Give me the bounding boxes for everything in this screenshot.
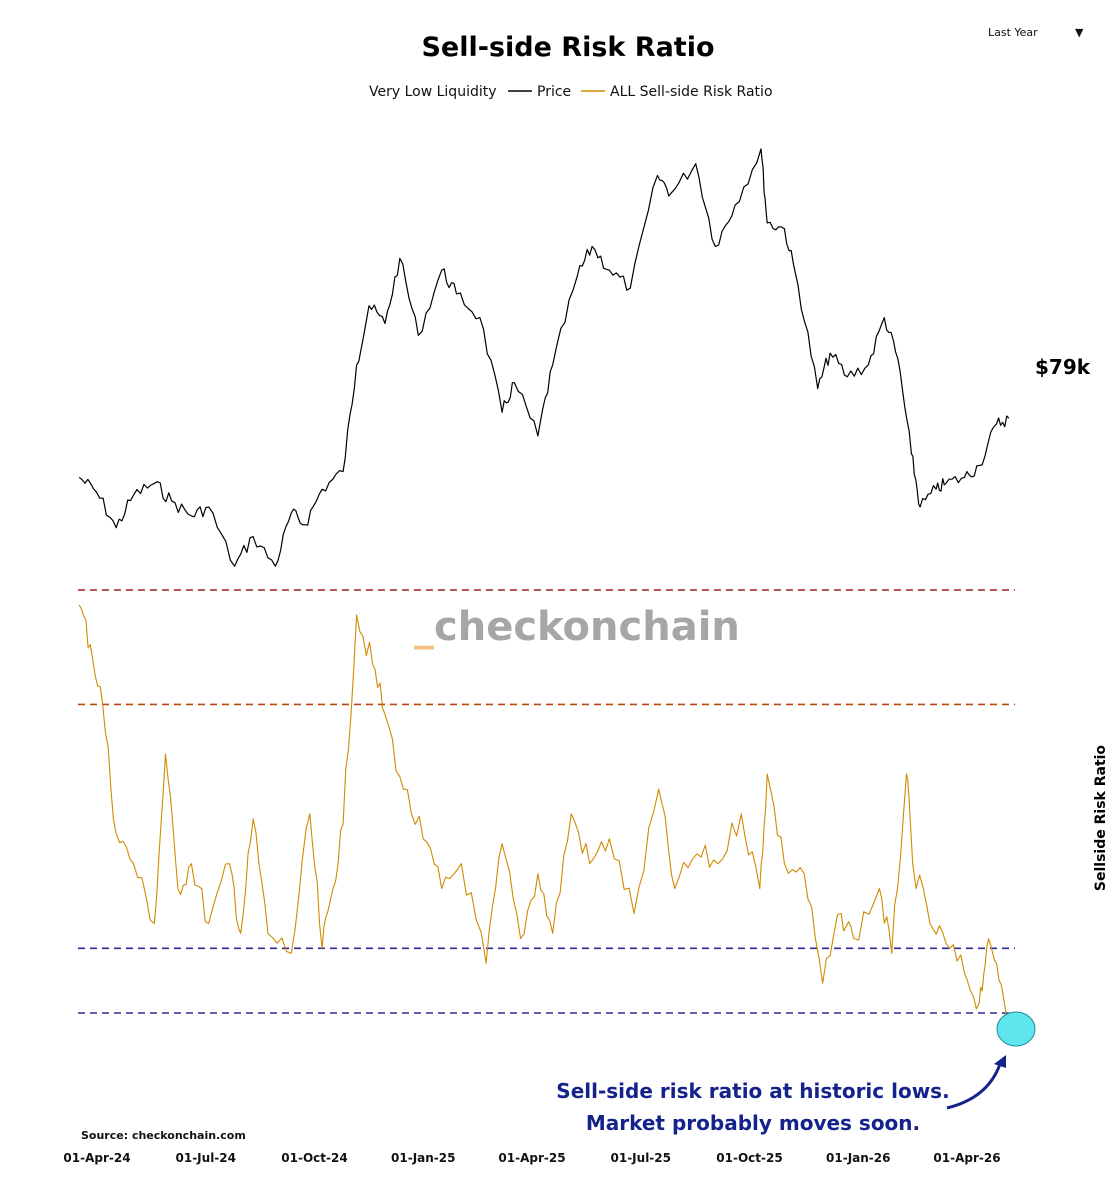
series-line-ssr bbox=[78, 604, 1010, 1016]
historic-low-highlight bbox=[996, 1011, 1036, 1047]
legend-item-price[interactable]: Price bbox=[508, 84, 571, 100]
x-tick-label: 01-Oct-25 bbox=[716, 1151, 782, 1165]
series-layer bbox=[78, 148, 1010, 1016]
arrow-head-icon bbox=[994, 1055, 1006, 1068]
source-note: Source: checkonchain.com bbox=[81, 1129, 246, 1142]
watermark: _checkonchain bbox=[414, 604, 740, 650]
chart-title: Sell-side Risk Ratio bbox=[421, 32, 714, 63]
y2-axis-label: Sellside Risk Ratio bbox=[1093, 745, 1109, 892]
range-selector[interactable]: Last Year ▼ bbox=[988, 26, 1084, 39]
arrow-shaft bbox=[946, 1063, 1002, 1110]
x-tick-label: 01-Jan-25 bbox=[391, 1151, 455, 1165]
annotation-line-2: Market probably moves soon. bbox=[586, 1111, 920, 1135]
x-tick-label: 01-Apr-25 bbox=[498, 1151, 565, 1165]
series-line-price bbox=[78, 148, 1010, 567]
dropdown-arrow-icon[interactable]: ▼ bbox=[1075, 26, 1084, 39]
x-tick-label: 01-Jul-25 bbox=[611, 1151, 671, 1165]
annotation-arrow bbox=[946, 1055, 1006, 1110]
watermark-text: checkonchain bbox=[434, 604, 740, 650]
watermark-underscore: _ bbox=[414, 604, 434, 650]
legend-item-ssr[interactable]: ALL Sell-side Risk Ratio bbox=[581, 84, 773, 100]
x-axis: 01-Apr-24 01-Jul-24 01-Oct-24 01-Jan-25 01-A… bbox=[63, 1151, 1000, 1165]
price-label: $79k bbox=[1035, 355, 1091, 379]
x-tick-label: 01-Jan-26 bbox=[826, 1151, 890, 1165]
x-tick-label: 01-Apr-26 bbox=[933, 1151, 1000, 1165]
range-selector-label[interactable]: Last Year bbox=[988, 26, 1038, 39]
x-tick-label: 01-Apr-24 bbox=[63, 1151, 130, 1165]
legend: Very Low Liquidity Price ALL Sell-side R… bbox=[369, 84, 773, 100]
legend-label-very-low-liquidity[interactable]: Very Low Liquidity bbox=[369, 84, 497, 100]
legend-item-very-low-liquidity[interactable]: Very Low Liquidity bbox=[369, 84, 497, 100]
x-tick-label: 01-Oct-24 bbox=[281, 1151, 347, 1165]
annotation-line-1: Sell-side risk ratio at historic lows. bbox=[556, 1079, 949, 1103]
svg-text:_checkonchain: _checkonchain bbox=[414, 604, 740, 650]
legend-label-price[interactable]: Price bbox=[537, 84, 571, 100]
legend-label-ssr[interactable]: ALL Sell-side Risk Ratio bbox=[610, 84, 773, 100]
x-tick-label: 01-Jul-24 bbox=[176, 1151, 236, 1165]
reference-lines bbox=[78, 589, 1015, 1014]
